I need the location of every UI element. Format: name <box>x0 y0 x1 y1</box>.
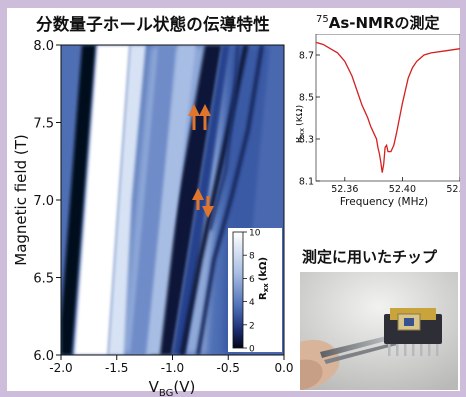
map-x-tick-label: -1.0 <box>161 361 184 375</box>
colorbar-label: Rxx(kΩ) <box>258 257 270 300</box>
nmr-spectrum-chart: 8.7 8.5 8.3 8.1 52.36 52.40 52.44 Rxx(kΩ) Fre… <box>296 34 460 208</box>
map-x-axis: -2.0 -1.5 -1.0 -0.5 0.0 <box>49 355 294 375</box>
nmr-y-tick-label: 8.7 <box>299 51 314 62</box>
map-y-axis-label: Magnetic field (T) <box>12 134 30 265</box>
chip-pins <box>388 344 439 356</box>
nmr-y-axis: 8.7 8.5 8.3 8.1 <box>299 51 320 188</box>
nmr-title-superscript: 75 <box>316 14 329 25</box>
chip-pin <box>436 344 439 356</box>
nmr-title-text: As-NMRの測定 <box>328 14 440 32</box>
chip-pin <box>420 344 423 356</box>
chip-pin <box>412 344 415 356</box>
map-y-tick-label: 8.0 <box>33 39 54 54</box>
map-x-tick-label: -1.5 <box>105 361 128 375</box>
chip-title: 測定に用いたチップ <box>302 248 438 266</box>
map-x-tick-label: 0.0 <box>274 361 293 375</box>
chip-package <box>384 308 442 344</box>
map-y-tick-label: 7.0 <box>33 194 54 209</box>
colorbar-tick-label: 4 <box>249 298 255 308</box>
nmr-x-axis: 52.36 52.40 52.44 <box>331 177 460 195</box>
map-x-tick-label: -0.5 <box>217 361 240 375</box>
colorbar-ticks: 10 8 6 4 2 0 <box>243 229 261 355</box>
colorbar-tick-label: 8 <box>249 252 255 262</box>
map-y-tick-label: 6.0 <box>33 349 54 364</box>
nmr-x-axis-label: Frequency (MHz) <box>340 196 428 208</box>
tweezers <box>320 334 397 358</box>
map-x-tick-label: -2.0 <box>49 361 72 375</box>
resistance-map-figure: 10 8 6 4 2 0 Rxx(kΩ) -2.0 -1.5 -1.0 -0.5 0.0 8.0 7… <box>12 39 294 397</box>
chip-pin <box>404 344 407 356</box>
nmr-title: 75As-NMRの測定 <box>316 12 440 33</box>
nmr-x-tick-label: 52.36 <box>331 184 358 195</box>
chip-pin <box>428 344 431 356</box>
nmr-y-axis-label: Rxx(kΩ) <box>296 105 306 144</box>
chip-pin <box>396 344 399 356</box>
colorbar-tick-label: 6 <box>249 275 255 285</box>
nmr-y-tick-label: 8.5 <box>299 93 314 104</box>
map-y-axis: 8.0 7.5 7.0 6.5 6.0 <box>33 39 61 364</box>
colorbar-tick-label: 2 <box>249 321 255 331</box>
colorbar-tick-label: 10 <box>249 229 261 239</box>
main-title: 分数量子ホール状態の伝導特性 <box>36 15 270 34</box>
nmr-y-tick-label: 8.1 <box>299 177 314 188</box>
chip-photo <box>300 272 458 390</box>
nmr-x-tick-label: 52.44 <box>446 184 460 195</box>
map-y-tick-label: 6.5 <box>33 272 54 287</box>
map-y-tick-label: 7.5 <box>33 117 54 132</box>
spin-arrows-up-up <box>188 104 211 130</box>
nmr-y-tick-label: 8.3 <box>299 135 314 146</box>
nmr-series-line <box>315 41 460 173</box>
colorbar-inset: 10 8 6 4 2 0 Rxx(kΩ) <box>228 228 282 355</box>
nmr-x-tick-label: 52.40 <box>389 184 416 195</box>
colorbar-tick-label: 0 <box>249 345 255 355</box>
spin-arrows-up-down <box>192 188 214 218</box>
chip-pin <box>388 344 391 356</box>
map-x-axis-label: VBG(V) <box>149 378 196 397</box>
